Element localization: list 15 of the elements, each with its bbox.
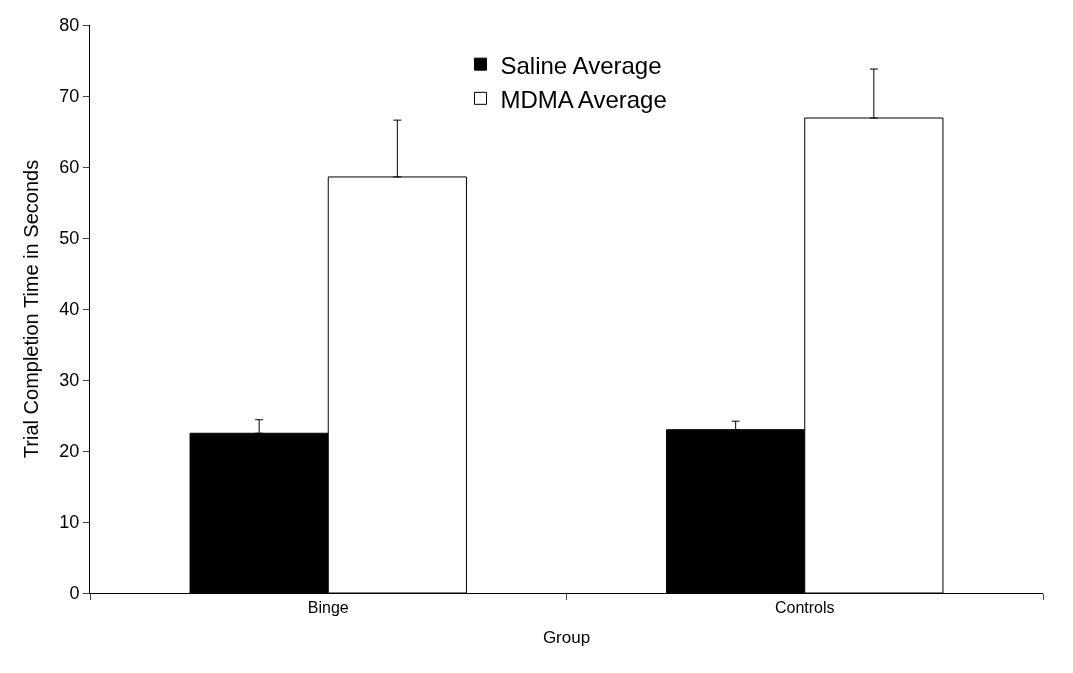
y-tick-label: 30: [59, 370, 80, 391]
y-tick-label: 70: [59, 86, 80, 107]
x-tick-label: Binge: [307, 599, 349, 617]
legend-label: Saline Average: [500, 51, 662, 79]
legend-label: MDMA Average: [500, 85, 667, 113]
y-tick-label: 10: [59, 512, 80, 533]
y-axis-title: Trial Completion Time in Seconds: [19, 159, 42, 459]
y-tick-label: 20: [59, 441, 80, 462]
y-tick-label: 80: [59, 15, 80, 36]
y-tick-label: 50: [59, 228, 80, 249]
x-axis-title: Group: [542, 627, 591, 647]
y-tick-label: 40: [59, 299, 80, 320]
x-tick-label: Controls: [774, 599, 835, 617]
y-tick-label: 60: [59, 157, 80, 178]
y-tick-label: 0: [69, 583, 80, 604]
